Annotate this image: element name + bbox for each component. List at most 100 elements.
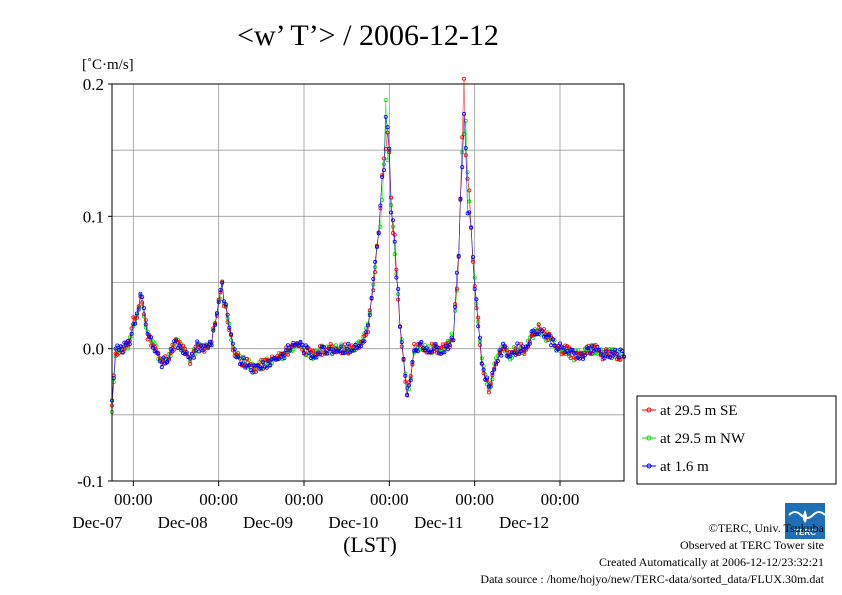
- data-point: [399, 344, 404, 349]
- data-point: [188, 356, 193, 361]
- data-point: [129, 331, 134, 336]
- data-point: [225, 320, 230, 325]
- data-point: [465, 170, 470, 175]
- data-point: [394, 267, 399, 272]
- data-point: [438, 345, 443, 350]
- data-point: [428, 349, 433, 354]
- data-point: [460, 135, 465, 140]
- data-point: [245, 356, 250, 361]
- data-point: [444, 343, 449, 348]
- data-point: [467, 188, 472, 193]
- data-point: [157, 359, 162, 364]
- data-point: [229, 338, 234, 343]
- data-point: [437, 351, 442, 356]
- data-point: [588, 350, 593, 355]
- data-point: [604, 349, 609, 354]
- y-tick-label: 0.2: [83, 75, 104, 94]
- legend-swatch-marker: [646, 435, 652, 441]
- data-point: [472, 275, 477, 280]
- data-point: [440, 350, 445, 355]
- data-point: [118, 344, 123, 349]
- data-point: [451, 338, 456, 343]
- data-point: [600, 353, 605, 358]
- data-point: [433, 341, 438, 346]
- data-point: [159, 365, 164, 370]
- data-point: [513, 352, 518, 357]
- data-point: [405, 393, 410, 398]
- data-point: [373, 270, 378, 275]
- data-point: [145, 331, 150, 336]
- data-point: [321, 345, 326, 350]
- data-point: [543, 338, 548, 343]
- data-point: [237, 362, 242, 367]
- data-point: [207, 339, 212, 344]
- data-point: [305, 346, 310, 351]
- data-point: [177, 339, 182, 344]
- x-tick-date: Dec-12: [499, 513, 549, 532]
- data-point: [241, 356, 246, 361]
- data-point: [401, 356, 406, 361]
- data-point: [566, 351, 571, 356]
- legend-swatch-marker: [646, 407, 652, 413]
- data-point: [374, 244, 379, 249]
- data-point: [154, 344, 159, 349]
- data-point: [373, 259, 378, 264]
- data-point: [312, 355, 317, 360]
- data-point: [229, 332, 234, 337]
- data-point: [166, 356, 171, 361]
- data-point: [257, 366, 262, 371]
- data-point: [449, 335, 454, 340]
- data-point: [495, 358, 500, 363]
- y-tick-label: -0.1: [77, 472, 104, 491]
- data-point: [392, 232, 397, 237]
- data-point: [445, 347, 450, 352]
- data-point: [403, 379, 408, 384]
- data-point: [266, 359, 271, 364]
- data-point: [574, 348, 579, 353]
- data-point: [227, 325, 232, 330]
- data-point: [429, 341, 434, 346]
- data-point: [367, 308, 372, 313]
- data-point: [173, 338, 178, 343]
- data-point: [556, 347, 561, 352]
- data-point: [252, 363, 257, 368]
- data-point: [367, 312, 372, 317]
- data-point: [225, 312, 230, 317]
- data-point: [332, 349, 337, 354]
- data-point: [131, 322, 136, 327]
- data-point: [300, 347, 305, 352]
- data-point: [565, 348, 570, 353]
- data-point: [515, 341, 520, 346]
- credit-line-4: Data source : /home/hojyo/new/TERC-data/…: [480, 572, 824, 586]
- data-point: [364, 330, 369, 335]
- data-point: [531, 332, 536, 337]
- data-point: [499, 353, 504, 358]
- credit-line-1: ©TERC, Univ. Tsukuba: [709, 521, 825, 535]
- data-point: [467, 199, 472, 204]
- data-point: [445, 338, 450, 343]
- x-tick-time: 00:00: [199, 490, 238, 509]
- data-point: [486, 390, 491, 395]
- data-point: [508, 349, 513, 354]
- data-point: [294, 341, 299, 346]
- x-tick-time: 00:00: [370, 490, 409, 509]
- data-point: [296, 343, 301, 348]
- x-tick-date: Dec-07: [72, 513, 123, 532]
- data-point: [454, 286, 459, 291]
- data-point: [221, 299, 226, 304]
- data-point: [195, 339, 200, 344]
- data-point: [579, 352, 584, 357]
- data-point: [214, 311, 219, 316]
- data-point: [156, 351, 161, 356]
- data-point: [586, 346, 591, 351]
- data-point: [337, 349, 342, 354]
- y-tick-label: 0.1: [83, 207, 104, 226]
- data-point: [463, 145, 468, 150]
- data-point: [435, 345, 440, 350]
- data-point: [477, 342, 482, 347]
- data-point: [522, 351, 527, 356]
- data-point: [419, 339, 424, 344]
- data-point: [216, 300, 221, 305]
- data-point: [383, 114, 388, 119]
